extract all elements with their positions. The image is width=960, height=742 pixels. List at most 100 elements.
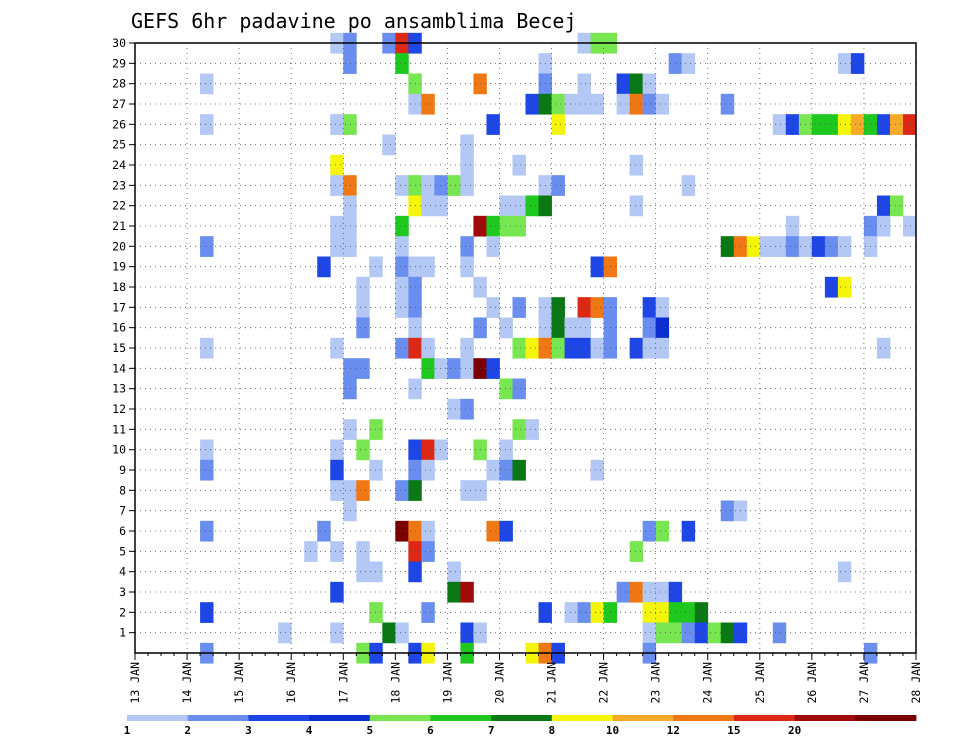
precip-cell	[551, 317, 565, 339]
precip-cell	[330, 581, 344, 603]
legend-label: 3	[245, 724, 252, 737]
precip-cell	[655, 622, 670, 644]
precip-cell	[577, 317, 591, 339]
precip-cell	[746, 236, 761, 257]
precip-cell	[200, 73, 214, 95]
precip-cell	[421, 175, 435, 196]
y-tick-label: 18	[112, 280, 126, 294]
precip-cell	[460, 581, 474, 603]
precip-cell	[421, 541, 435, 562]
precip-cell	[824, 114, 839, 135]
precip-cell	[434, 175, 448, 196]
precip-cell	[629, 154, 644, 176]
legend-swatch	[430, 715, 492, 721]
precip-cell	[512, 297, 526, 318]
precip-cell	[434, 195, 448, 217]
y-tick-label: 25	[112, 138, 126, 152]
precip-cell	[356, 480, 370, 501]
precip-cell	[564, 602, 578, 623]
precip-cell	[525, 93, 539, 115]
precip-cell	[707, 622, 722, 644]
precip-cell	[577, 602, 591, 623]
legend-swatch	[855, 715, 917, 721]
precip-cell	[499, 378, 513, 400]
y-tick-label: 14	[112, 361, 126, 375]
precip-cell	[876, 195, 891, 217]
x-tick-label: 19 JAN	[440, 662, 454, 704]
precip-cell	[876, 215, 891, 237]
precip-cell	[577, 337, 591, 359]
precip-cell	[642, 520, 657, 542]
precip-cell	[343, 358, 357, 379]
precip-cell	[629, 93, 644, 115]
precip-cell	[512, 195, 526, 217]
precip-cell	[824, 276, 839, 298]
precip-cell	[837, 53, 852, 74]
precip-cell	[512, 154, 526, 176]
precip-cell	[330, 215, 344, 237]
legend-label: 5	[366, 724, 373, 737]
precip-cell	[681, 175, 696, 196]
precip-cell	[447, 581, 461, 603]
precip-cell	[850, 114, 865, 135]
precip-cell	[356, 297, 370, 318]
chart-title: GEFS 6hr padavine po ansamblima Becej	[131, 9, 577, 33]
legend-label: 1	[124, 724, 131, 737]
precip-cell	[343, 378, 357, 400]
legend-label: 6	[427, 724, 434, 737]
precip-cell	[369, 561, 383, 583]
y-tick-label: 29	[112, 56, 126, 70]
precip-cell	[330, 114, 344, 135]
precip-cell	[642, 337, 657, 359]
x-tick-label: 22 JAN	[597, 662, 611, 704]
x-tick-label: 13 JAN	[128, 662, 142, 704]
y-tick-label: 20	[112, 239, 126, 253]
precip-cell	[460, 256, 474, 278]
precip-cell	[525, 337, 539, 359]
precip-cell	[330, 439, 344, 461]
precip-cell	[902, 215, 917, 237]
x-tick-label: 15 JAN	[232, 662, 246, 704]
precip-cell	[850, 53, 865, 74]
precip-cell	[694, 602, 709, 623]
precip-cell	[512, 337, 526, 359]
precip-cell	[590, 297, 604, 318]
y-tick-label: 5	[119, 544, 126, 558]
y-tick-label: 8	[119, 483, 126, 497]
y-tick-label: 6	[119, 524, 126, 538]
precip-cell	[447, 561, 461, 583]
precip-cell	[395, 297, 409, 318]
precip-cell	[577, 93, 591, 115]
legend-swatch	[551, 715, 613, 721]
precip-cell	[434, 358, 448, 379]
precip-cell	[395, 236, 409, 257]
precip-cell	[824, 236, 839, 257]
precip-cell	[343, 195, 357, 217]
precip-cell	[876, 114, 891, 135]
y-tick-label: 7	[119, 504, 126, 518]
y-tick-label: 21	[112, 219, 126, 233]
precip-cell	[395, 276, 409, 298]
y-tick-label: 19	[112, 260, 126, 274]
precip-cell	[629, 541, 644, 562]
precip-cell	[590, 459, 604, 481]
precip-cell	[499, 520, 513, 542]
precip-cell	[343, 175, 357, 196]
precip-cell	[356, 541, 370, 562]
y-tick-label: 11	[112, 422, 126, 436]
x-tick-label: 16 JAN	[284, 662, 298, 704]
precip-cell	[486, 236, 500, 257]
precip-cell	[629, 195, 644, 217]
precip-cell	[460, 236, 474, 257]
x-tick-label: 20 JAN	[492, 662, 506, 704]
x-tick-label: 28 JAN	[909, 662, 923, 704]
legend-label: 15	[727, 724, 740, 737]
precip-cell	[395, 480, 409, 501]
precip-cell	[343, 419, 357, 440]
precip-cell	[785, 215, 800, 237]
precip-cell	[785, 114, 800, 135]
precip-cell	[551, 114, 565, 135]
x-tick-label: 25 JAN	[753, 662, 767, 704]
precip-cell	[694, 622, 709, 644]
legend-swatch	[491, 715, 553, 721]
